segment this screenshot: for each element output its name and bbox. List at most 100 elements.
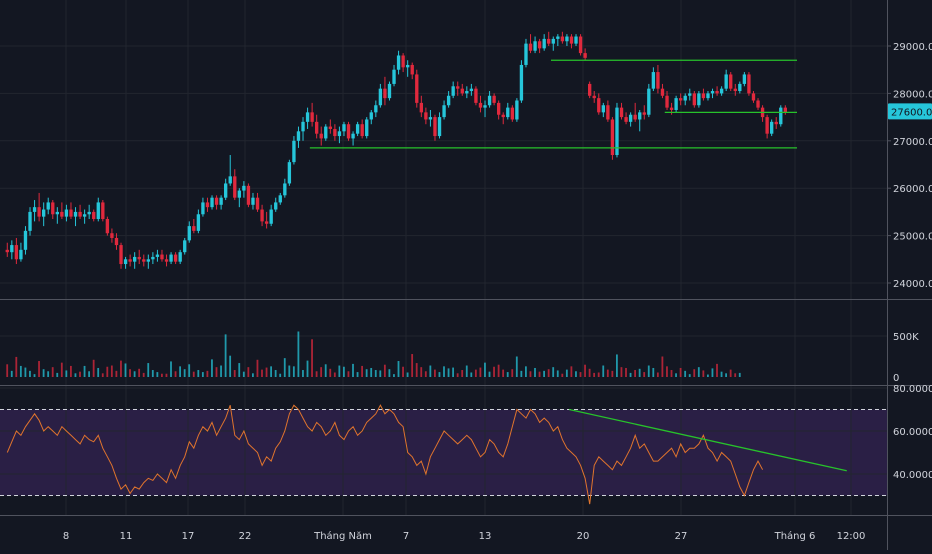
candle-body [401, 55, 405, 68]
candle-body [456, 86, 460, 89]
candle [69, 202, 73, 220]
candle-body [337, 131, 342, 137]
candle [51, 200, 55, 220]
candle-body [146, 259, 150, 262]
candle [164, 254, 169, 267]
volume-bar [602, 365, 605, 377]
candle-body [660, 88, 665, 96]
candle [365, 117, 369, 139]
trend-line-drawing[interactable] [569, 408, 847, 472]
candle [533, 36, 537, 54]
candle-body [469, 88, 474, 92]
candle-body [551, 38, 555, 44]
candle-body [610, 119, 615, 156]
volume-bar [101, 373, 104, 377]
candle [351, 131, 355, 146]
candle-body [578, 36, 583, 54]
candle [574, 34, 578, 46]
volume-bar [211, 359, 213, 377]
rsi-axis-label: 60.0000 [893, 427, 932, 438]
candle [642, 105, 646, 120]
volume-bar [611, 370, 614, 377]
candle [301, 117, 305, 141]
volume-bar [161, 373, 163, 377]
candle-body [770, 121, 774, 134]
candle [415, 69, 419, 108]
candle-body [428, 117, 433, 120]
volume-bar [151, 370, 154, 377]
volume-bar [60, 362, 63, 377]
candle [78, 204, 82, 220]
candle [237, 188, 241, 208]
candle [656, 64, 660, 94]
candle [401, 53, 405, 73]
volume-bar [265, 367, 268, 377]
candle-body [601, 105, 605, 113]
candle-body [123, 259, 128, 265]
volume-bar [88, 371, 90, 377]
price-axis-label: 25000.0 [893, 232, 932, 243]
candle [55, 207, 59, 224]
volume-bar [306, 360, 309, 377]
candle [287, 159, 292, 186]
candle-body [597, 98, 601, 113]
candle-body [460, 88, 464, 94]
candle [701, 88, 706, 101]
candle [487, 91, 492, 108]
volume-bar [588, 368, 591, 377]
rsi-axis-label: 40.0000 [893, 470, 932, 481]
price-axis: 29000.0 28000.0 27000.0 26000.0 25000.0 24000… [887, 42, 932, 290]
volume-bar [247, 367, 250, 377]
candle-body [638, 112, 642, 120]
volume-bar [675, 373, 677, 377]
candle-body [442, 105, 446, 118]
rsi-band-fill [0, 409, 887, 496]
candle [433, 114, 437, 141]
candle-body [419, 102, 423, 113]
candle-body [724, 74, 728, 89]
candle [196, 209, 201, 234]
candle [119, 242, 123, 269]
volume-bar [693, 369, 696, 377]
candle-body [592, 95, 596, 99]
candle [601, 102, 605, 118]
candle [369, 109, 373, 125]
candle-body [110, 233, 114, 238]
candle-body [73, 211, 78, 217]
volume-series [6, 331, 741, 377]
candle [424, 107, 428, 125]
candle [242, 181, 246, 198]
volume-bar [543, 370, 545, 377]
volume-bar [707, 374, 709, 377]
volume-bar [565, 369, 568, 377]
grid-lines [0, 0, 887, 515]
candle [469, 83, 474, 96]
candle [519, 60, 524, 103]
candle-body [324, 126, 328, 139]
candle [765, 114, 769, 139]
candle [319, 126, 323, 146]
candle-body [437, 117, 442, 137]
candle-body [706, 93, 710, 99]
candle [542, 34, 546, 51]
candle-body [69, 209, 73, 217]
candle [378, 83, 383, 108]
candle-body [424, 112, 428, 120]
volume-bar [279, 373, 282, 377]
volume-bar [547, 369, 550, 377]
candle-body [78, 211, 82, 217]
candle-body [501, 114, 505, 118]
candle-body [633, 114, 637, 120]
candle-body [319, 133, 323, 139]
candle-body [151, 256, 155, 260]
volume-bar [552, 367, 555, 377]
time-axis-label: 27 [675, 531, 688, 542]
volume-bar [434, 369, 436, 377]
candle [510, 105, 514, 122]
candle-body [360, 124, 364, 137]
candle [442, 100, 446, 120]
candle-body [42, 209, 46, 217]
candle [37, 192, 41, 222]
candle [556, 34, 560, 46]
candle [560, 31, 565, 44]
